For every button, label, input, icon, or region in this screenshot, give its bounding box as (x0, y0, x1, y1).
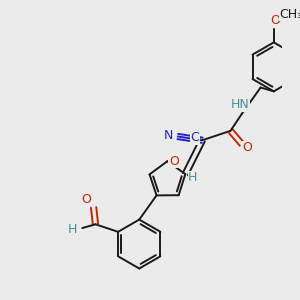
Text: O: O (169, 155, 179, 168)
Text: C: C (190, 131, 199, 144)
Text: O: O (271, 14, 281, 27)
Text: HN: HN (230, 98, 249, 111)
Text: H: H (68, 224, 78, 236)
Text: O: O (81, 193, 91, 206)
Text: H: H (188, 171, 198, 184)
Text: N: N (164, 129, 173, 142)
Text: CH₃: CH₃ (279, 8, 300, 21)
Text: O: O (242, 141, 252, 154)
